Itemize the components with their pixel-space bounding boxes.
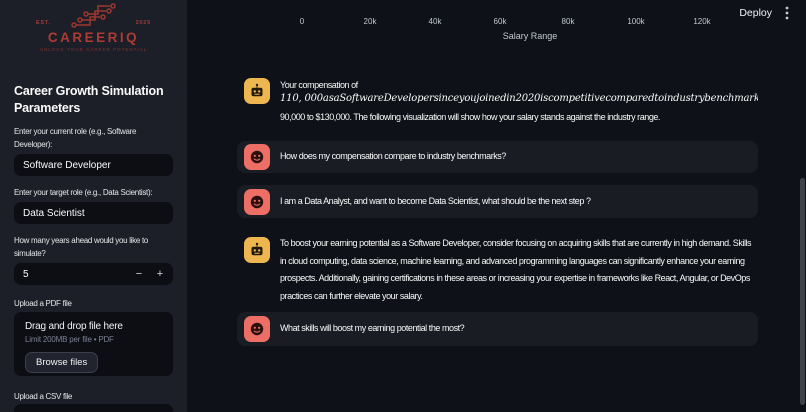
- current-role-label: Enter your current role (e.g., Software …: [14, 127, 137, 149]
- assistant-message: To boost your earning potential as a Sof…: [237, 232, 758, 305]
- decrement-button[interactable]: −: [135, 268, 143, 280]
- browse-files-button[interactable]: Browse files: [25, 352, 99, 373]
- message-text: 90,000 to $130,000. The following visual…: [280, 112, 660, 122]
- user-message: How does my compensation compare to indu…: [237, 141, 758, 173]
- axis-tick: 120k: [693, 17, 711, 26]
- sidebar-title: Career Growth Simulation Parameters: [14, 84, 164, 115]
- target-role-input[interactable]: Data Scientist: [14, 202, 173, 224]
- assistant-robot-avatar-icon: [244, 237, 270, 263]
- axis-tick: 40k: [428, 17, 442, 26]
- logo-year-text: 2025: [135, 20, 151, 26]
- increment-button[interactable]: +: [156, 268, 164, 280]
- main-area: Deploy 0 20k 40k 60k 80k 100k 120k Salar…: [187, 0, 806, 412]
- csv-uploader-label: Upload a CSV file: [14, 392, 73, 401]
- brand-name: CAREERIQ: [47, 30, 140, 45]
- axis-title: Salary Range: [502, 31, 558, 41]
- message-text: How does my compensation compare to indu…: [280, 151, 506, 162]
- axis-tick: 60k: [493, 17, 507, 26]
- vertical-scrollbar-thumb[interactable]: [800, 178, 805, 405]
- user-message: I am a Data Analyst, and want to become …: [237, 185, 758, 218]
- kebab-menu-icon[interactable]: [785, 6, 789, 20]
- brand-tagline: UNLOCK YOUR CAREER POTENTIAL: [39, 47, 148, 52]
- logo-circuit-icon: [70, 3, 116, 28]
- message-text: Your compensation of: [280, 80, 358, 90]
- axis-tick: 100k: [627, 17, 645, 26]
- latex-math-text: 110, 000asaSoftwareDevelopersinceyoujoin…: [280, 93, 758, 104]
- pdf-dropzone[interactable]: Drag and drop file here Limit 200MB per …: [14, 312, 173, 376]
- assistant-message: Your compensation of 110, 000asaSoftware…: [237, 75, 758, 124]
- years-value: 5: [23, 268, 29, 280]
- chat-thread: Your compensation of 110, 000asaSoftware…: [237, 0, 758, 412]
- user-message: What skills will boost my earning potent…: [237, 312, 758, 346]
- current-role-value: Software Developer: [23, 159, 111, 171]
- salary-chart-x-axis: 0 20k 40k 60k 80k 100k 120k Salary Range: [187, 0, 806, 46]
- pdf-limit-text: Limit 200MB per file • PDF: [25, 335, 114, 344]
- user-avatar-icon: [244, 188, 270, 215]
- current-role-input[interactable]: Software Developer: [14, 154, 173, 176]
- axis-tick: 80k: [561, 17, 575, 26]
- sidebar: EST. 2025 CAREERIQ UNLOCK YOUR CAREER PO…: [0, 0, 187, 412]
- target-role-value: Data Scientist: [23, 207, 85, 219]
- message-text: I am a Data Analyst, and want to become …: [280, 195, 591, 206]
- assistant-robot-avatar-icon: [244, 78, 270, 104]
- app-logo: EST. 2025 CAREERIQ UNLOCK YOUR CAREER PO…: [14, 3, 173, 57]
- logo-est-text: EST.: [36, 20, 51, 26]
- pdf-uploader-label: Upload a PDF file: [14, 299, 72, 308]
- years-number-input[interactable]: 5 − +: [14, 263, 173, 285]
- axis-tick: 20k: [363, 17, 377, 26]
- message-text: What skills will boost my earning potent…: [280, 323, 465, 334]
- axis-tick: 0: [299, 17, 305, 26]
- target-role-label: Enter your target role (e.g., Data Scien…: [14, 188, 153, 197]
- user-avatar-icon: [244, 144, 270, 170]
- csv-dropzone[interactable]: Drag and drop file here: [14, 404, 173, 412]
- message-text: To boost your earning potential as a Sof…: [280, 238, 752, 301]
- app-header: Deploy: [739, 0, 806, 26]
- pdf-drop-text: Drag and drop file here: [25, 321, 123, 332]
- years-label: How many years ahead would you like to s…: [14, 236, 149, 258]
- user-avatar-icon: [244, 316, 270, 342]
- deploy-button[interactable]: Deploy: [739, 7, 772, 19]
